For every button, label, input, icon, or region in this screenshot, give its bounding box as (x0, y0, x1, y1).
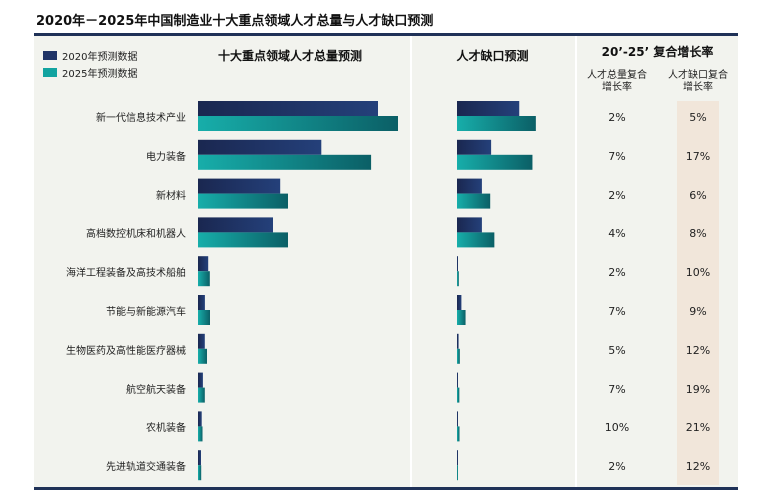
gap-bar-2020 (457, 101, 520, 116)
cagr-gap-value: 10% (685, 266, 711, 280)
category-label: 高档数控机床和机器人 (86, 229, 186, 241)
header-cagr: 20’-25’ 复合增长率 (601, 45, 714, 59)
cagr-gap-value: 5% (689, 111, 707, 124)
gap-bar-2025 (457, 310, 466, 325)
gap-bar-2020 (457, 372, 458, 388)
legend: 2020年预测数据 2025年预测数据 (43, 47, 137, 81)
bottom-rule (34, 487, 738, 490)
category-label: 电力装备 (146, 151, 186, 163)
chart-panel-background (34, 36, 738, 487)
total-bar-2025 (198, 387, 205, 403)
legend-item-2025: 2025年预测数据 (43, 64, 137, 81)
subheader-cagr-gap: 人才缺口复合增长率 (668, 70, 728, 93)
cagr-total-value: 7% (608, 149, 626, 163)
total-bar-2025 (198, 310, 210, 325)
cagr-total-value: 2% (608, 460, 626, 474)
category-label: 航空航天装备 (126, 384, 186, 396)
gap-bar-2025 (457, 116, 536, 131)
cagr-total-value: 4% (608, 227, 626, 241)
total-bar-2020 (198, 450, 201, 466)
legend-swatch-2025 (43, 68, 57, 77)
cagr-gap-value: 17% (685, 149, 711, 163)
total-bar-2025 (198, 154, 372, 170)
total-bar-2025 (198, 426, 203, 442)
category-label: 农机装备 (146, 423, 186, 435)
gap-bar-2025 (457, 348, 460, 364)
gap-bar-2020 (457, 139, 492, 155)
legend-item-2020: 2020年预测数据 (43, 47, 137, 64)
gap-bar-2025 (457, 193, 491, 209)
cagr-total-value: 2% (608, 111, 626, 124)
category-label: 先进轨道交通装备 (106, 462, 186, 474)
header-talent-gap: 人才缺口预测 (456, 49, 529, 63)
gap-bar-2020 (457, 333, 459, 349)
total-bar-2020 (198, 256, 209, 272)
gap-bar-2025 (457, 232, 495, 248)
cagr-gap-value: 6% (689, 188, 707, 202)
gap-bar-2020 (457, 295, 462, 310)
cagr-gap-value: 8% (689, 227, 707, 241)
cagr-gap-value: 12% (685, 343, 711, 357)
total-bar-2025 (198, 348, 207, 364)
total-bar-2020 (198, 333, 205, 349)
total-bar-2020 (198, 101, 378, 116)
total-bar-2020 (198, 295, 205, 310)
total-bar-2025 (198, 465, 202, 481)
total-bar-2020 (198, 372, 203, 388)
gap-bar-2020 (457, 450, 458, 466)
total-bar-2020 (198, 139, 322, 155)
gap-bar-2025 (457, 465, 458, 481)
total-bar-2025 (198, 193, 288, 209)
gap-bar-2020 (457, 256, 458, 272)
category-label: 生物医药及高性能医疗器械 (66, 345, 186, 357)
category-label: 节能与新能源汽车 (106, 307, 186, 318)
cagr-total-value: 10% (604, 421, 630, 435)
legend-swatch-2020 (43, 51, 57, 60)
gap-bar-2020 (457, 411, 458, 427)
cagr-gap-value: 21% (685, 421, 711, 435)
total-bar-2020 (198, 178, 281, 194)
cagr-gap-value: 12% (685, 460, 711, 474)
total-bar-2025 (198, 271, 210, 287)
panel-divider-2 (575, 36, 577, 487)
legend-label-2025: 2025年预测数据 (62, 69, 138, 80)
top-rule (34, 33, 738, 36)
cagr-total-value: 7% (608, 305, 626, 318)
gap-bar-2025 (457, 271, 459, 287)
subheader-cagr-total: 人才总量复合增长率 (587, 70, 647, 93)
cagr-gap-value: 19% (685, 382, 711, 396)
gap-bar-2020 (457, 178, 482, 194)
cagr-total-value: 5% (608, 343, 626, 357)
header-total-talent: 十大重点领域人才总量预测 (217, 49, 362, 63)
gap-bar-2020 (457, 217, 482, 233)
cagr-total-value: 7% (608, 382, 626, 396)
total-bar-2025 (198, 116, 398, 131)
total-bar-2020 (198, 411, 202, 427)
gap-bar-2025 (457, 426, 460, 442)
total-bar-2020 (198, 217, 273, 233)
gap-bar-2025 (457, 387, 460, 403)
panel-divider-1 (410, 36, 412, 487)
cagr-total-value: 2% (608, 266, 626, 280)
legend-label-2020: 2020年预测数据 (62, 52, 138, 63)
category-label: 新一代信息技术产业 (96, 113, 186, 124)
gap-bar-2025 (457, 154, 533, 170)
total-bar-2025 (198, 232, 288, 248)
gap-cagr-highlight (677, 101, 719, 485)
category-label: 新材料 (156, 190, 186, 202)
cagr-total-value: 2% (608, 188, 626, 202)
category-label: 海洋工程装备及高技术船舶 (66, 268, 186, 280)
chart-title: 2020年－2025年中国制造业十大重点领域人才总量与人才缺口预测 (36, 14, 434, 29)
cagr-gap-value: 9% (689, 305, 707, 318)
